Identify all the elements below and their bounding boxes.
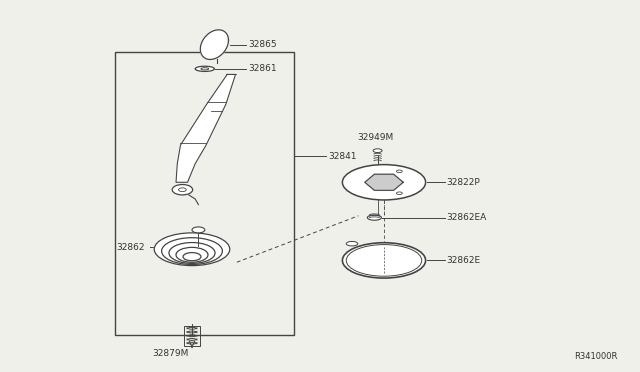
Text: R341000R: R341000R	[574, 352, 618, 361]
Ellipse shape	[179, 188, 186, 192]
Bar	[184, 326, 200, 346]
Ellipse shape	[192, 227, 205, 233]
Polygon shape	[200, 30, 228, 60]
Text: 32862EA: 32862EA	[447, 213, 487, 222]
Polygon shape	[176, 74, 236, 182]
Bar	[115, 52, 294, 335]
Ellipse shape	[397, 170, 403, 173]
Ellipse shape	[367, 215, 381, 220]
Text: 32879M: 32879M	[152, 349, 189, 358]
Ellipse shape	[346, 245, 422, 276]
Text: 32822P: 32822P	[447, 178, 481, 187]
Ellipse shape	[373, 149, 382, 153]
Ellipse shape	[201, 68, 209, 70]
Ellipse shape	[346, 241, 358, 246]
Text: 32862: 32862	[116, 243, 145, 252]
Ellipse shape	[342, 164, 426, 200]
Text: 32949M: 32949M	[357, 133, 394, 142]
Text: 32865: 32865	[248, 40, 277, 49]
Ellipse shape	[397, 192, 403, 195]
Text: 32841: 32841	[328, 152, 357, 161]
Polygon shape	[365, 174, 403, 190]
Text: 32862E: 32862E	[447, 256, 481, 265]
Ellipse shape	[172, 185, 193, 195]
Ellipse shape	[154, 232, 230, 266]
Ellipse shape	[195, 66, 214, 71]
Text: 32861: 32861	[248, 64, 277, 73]
Ellipse shape	[342, 243, 426, 278]
